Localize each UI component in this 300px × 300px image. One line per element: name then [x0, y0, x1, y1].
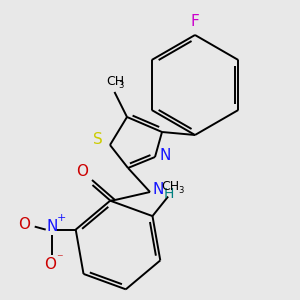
Text: CH: CH [106, 76, 124, 88]
Text: 3: 3 [178, 186, 184, 195]
Text: H: H [164, 187, 174, 201]
Text: O: O [44, 257, 56, 272]
Text: O: O [18, 217, 30, 232]
Text: CH: CH [161, 180, 179, 193]
Text: O: O [76, 164, 88, 179]
Text: S: S [93, 133, 103, 148]
Text: N: N [159, 148, 171, 163]
Text: 3: 3 [118, 82, 124, 91]
Text: +: + [57, 213, 66, 223]
Text: N: N [46, 219, 57, 234]
Text: ⁻: ⁻ [56, 252, 63, 265]
Text: F: F [190, 14, 200, 28]
Text: N: N [152, 182, 164, 196]
